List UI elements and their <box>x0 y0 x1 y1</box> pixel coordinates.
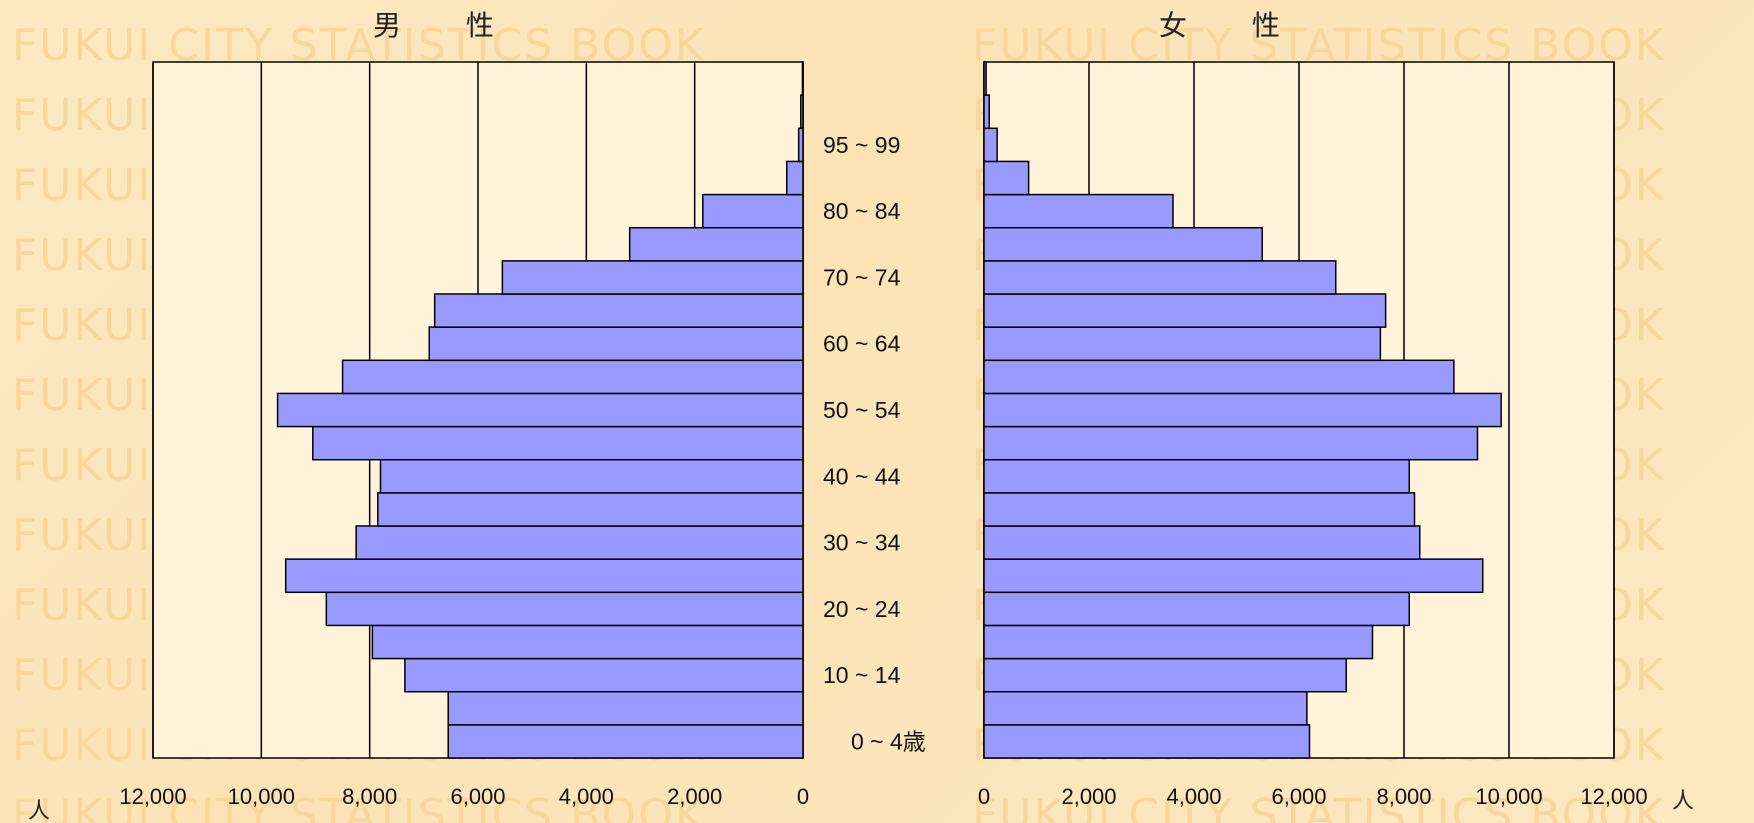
x-tick-label: 8,000 <box>342 784 397 809</box>
female-bar-90~94 <box>983 127 998 163</box>
x-tick-label: 10,000 <box>228 784 295 809</box>
male-bar-45~49 <box>312 425 804 461</box>
female-bar-10~14 <box>983 657 1347 693</box>
x-tick-label: 2,000 <box>1061 784 1116 809</box>
x-tick-label: 12,000 <box>1580 784 1647 809</box>
x-tick-label: 0 <box>797 784 809 809</box>
age-label: 10 ~ 14 <box>823 662 901 688</box>
male-bar-95~99 <box>800 94 804 130</box>
male-bar-10~14 <box>404 657 804 693</box>
male-bar-100~ <box>801 61 804 96</box>
male-bar-65~69 <box>433 293 804 328</box>
female-bar-15~19 <box>983 624 1374 660</box>
female-bar-30~34 <box>983 525 1421 560</box>
male-panel <box>152 61 804 759</box>
age-label: 40 ~ 44 <box>823 463 901 489</box>
female-bar-70~74 <box>983 260 1337 295</box>
male-bar-90~94 <box>797 127 804 163</box>
male-bar-50~54 <box>276 392 804 428</box>
female-bar-40~44 <box>983 458 1410 494</box>
female-panel <box>983 61 1615 759</box>
unit-label-right: 人 <box>1672 789 1694 814</box>
female-bar-20~24 <box>983 591 1410 627</box>
x-tick-label: 4,000 <box>559 784 614 809</box>
female-bar-75~79 <box>983 226 1263 262</box>
male-bar-20~24 <box>325 591 804 627</box>
female-bar-35~39 <box>983 492 1416 527</box>
female-bar-95~99 <box>983 94 990 130</box>
female-bar-65~69 <box>983 293 1387 328</box>
x-tick-label: 8,000 <box>1376 784 1431 809</box>
age-label: 30 ~ 34 <box>823 530 901 556</box>
x-tick-label: 6,000 <box>1271 784 1326 809</box>
male-bar-35~39 <box>377 492 804 527</box>
x-tick-label: 10,000 <box>1475 784 1542 809</box>
female-bar-50~54 <box>983 392 1502 428</box>
female-bar-100~ <box>983 61 987 96</box>
age-label: 20 ~ 24 <box>823 596 901 622</box>
age-group-labels: 0 ~ 4歳 10 ~ 14 20 ~ 24 30 ~ 34 40 ~ 44 50 ~ 5… <box>823 132 926 755</box>
male-bar-55~59 <box>341 359 804 395</box>
female-bar-25~29 <box>983 558 1484 594</box>
axis-tick-labels: 0 2,000 4,000 6,000 8,000 10,000 12,000 0 2,000 4… <box>119 784 1647 809</box>
x-tick-label: 2,000 <box>667 784 722 809</box>
male-bar-30~34 <box>355 525 804 560</box>
x-tick-label: 4,000 <box>1166 784 1221 809</box>
unit-label-left: 人 <box>28 799 50 823</box>
male-bar-80~84 <box>702 193 804 229</box>
male-bar-85~89 <box>786 160 804 196</box>
age-label: 70 ~ 74 <box>823 264 901 290</box>
x-tick-label: 0 <box>978 784 990 809</box>
x-tick-label: 12,000 <box>119 784 186 809</box>
female-bar-55~59 <box>983 359 1455 395</box>
male-bar-15~19 <box>371 624 804 660</box>
age-label: 60 ~ 64 <box>823 331 901 357</box>
female-bar-60~64 <box>983 326 1382 362</box>
male-bar-40~44 <box>379 458 804 494</box>
female-bar-80~84 <box>983 193 1174 229</box>
female-bar-85~89 <box>983 160 1030 196</box>
female-bar-0~4 <box>983 724 1311 759</box>
male-bar-25~29 <box>284 558 804 594</box>
x-tick-label: 6,000 <box>450 784 505 809</box>
male-bar-0~4 <box>447 724 804 759</box>
age-label: 0 ~ 4歳 <box>851 728 926 754</box>
age-label: 95 ~ 99 <box>823 132 900 158</box>
male-bar-70~74 <box>501 260 804 295</box>
age-label: 50 ~ 54 <box>823 397 901 423</box>
female-bar-45~49 <box>983 425 1479 461</box>
male-bar-5~9 <box>447 690 804 726</box>
age-label: 80 ~ 84 <box>823 198 901 224</box>
female-title: 女 性 <box>1159 9 1308 42</box>
female-bar-5~9 <box>983 690 1308 726</box>
male-bar-75~79 <box>628 226 804 262</box>
male-bar-60~64 <box>428 326 804 362</box>
male-title: 男 性 <box>373 9 522 42</box>
